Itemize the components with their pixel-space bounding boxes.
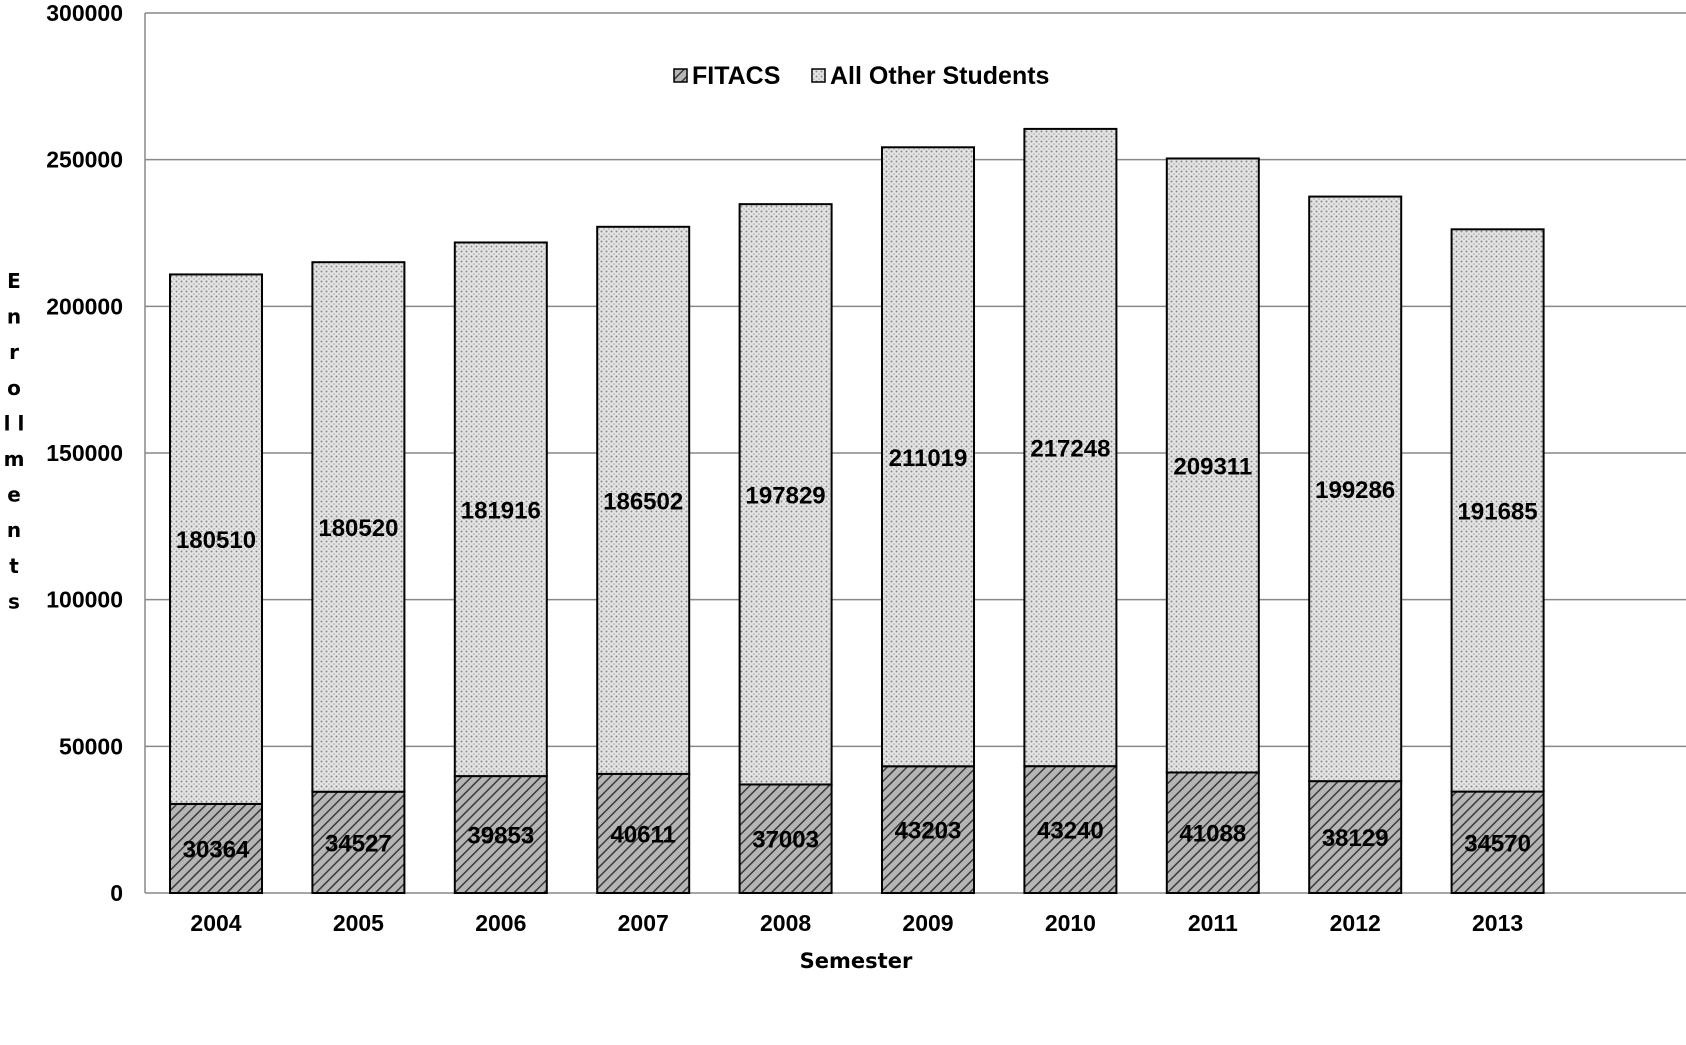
- bar-fitacs-2004: [169, 802, 263, 894]
- bar-other-2004: [169, 273, 263, 805]
- bar-other-2013: [1450, 228, 1545, 793]
- bar-other-2011: [1165, 157, 1260, 774]
- data-label-other-2010: 217248: [1030, 436, 1110, 463]
- bar-other-2005: [311, 261, 406, 793]
- bar-other-2010: [1023, 127, 1118, 768]
- bar-fitacs-2013: [1450, 790, 1545, 894]
- data-labels: 30364 180510 34527 180520 39853 181916 40611 18…: [176, 436, 1538, 864]
- legend-label-fitacs: FITACS: [692, 62, 780, 90]
- legend: FITACS All Other Students: [673, 62, 1049, 90]
- y-axis-title-char: t: [9, 554, 19, 578]
- bar-fitacs-2008: [738, 783, 833, 895]
- x-axis-title: Semester: [800, 949, 913, 973]
- x-tick-label-2004: 2004: [190, 910, 241, 936]
- data-label-fitacs-2010: 43240: [1037, 818, 1104, 845]
- bar-fitacs-2010: [1023, 765, 1118, 894]
- x-tick-label-2008: 2008: [760, 910, 811, 936]
- bar-fitacs-2006: [453, 775, 548, 894]
- x-axis-ticks: 2004 2005 2006 2007 2008 2009 2010 2011 2012 2013: [190, 910, 1523, 936]
- data-label-fitacs-2005: 34527: [325, 830, 392, 857]
- data-label-other-2006: 181916: [461, 497, 541, 524]
- legend-label-other: All Other Students: [830, 62, 1049, 90]
- data-label-fitacs-2011: 41088: [1179, 821, 1246, 848]
- bar-fitacs-2009: [881, 765, 975, 894]
- y-axis-title-char: l l: [4, 411, 25, 435]
- y-axis-title-char: e: [7, 483, 21, 507]
- data-label-other-2004: 180510: [176, 527, 256, 554]
- data-label-other-2009: 211019: [889, 445, 968, 472]
- x-tick-label-2006: 2006: [475, 910, 526, 936]
- y-tick-label: 250000: [46, 147, 123, 173]
- y-tick-label: 200000: [46, 293, 123, 319]
- x-tick-label-2005: 2005: [333, 910, 384, 936]
- bar-other-2006: [453, 241, 548, 778]
- data-label-fitacs-2007: 40611: [610, 821, 675, 848]
- y-tick-label: 100000: [46, 587, 123, 613]
- x-tick-label-2007: 2007: [618, 910, 669, 936]
- y-axis-title-char: r: [9, 340, 19, 364]
- y-axis-title-char: n: [7, 305, 21, 329]
- data-label-other-2005: 180520: [318, 515, 398, 542]
- data-label-fitacs-2012: 38129: [1322, 825, 1389, 852]
- legend-swatch-fitacs: [673, 68, 688, 83]
- bar-other-2012: [1308, 195, 1403, 783]
- y-axis-ticks: 0 50000 100000 150000 200000 250000 300000: [46, 0, 123, 906]
- y-axis-title-char: n: [7, 518, 21, 542]
- x-tick-label-2013: 2013: [1472, 910, 1523, 936]
- bar-other-2007: [596, 225, 691, 775]
- x-tick-label-2010: 2010: [1045, 910, 1096, 936]
- y-axis-title-char: s: [8, 589, 20, 613]
- bar-fitacs-2012: [1308, 780, 1403, 894]
- data-label-other-2012: 199286: [1315, 477, 1395, 504]
- data-label-fitacs-2004: 30364: [183, 836, 250, 863]
- bar-other-2008: [738, 203, 833, 786]
- x-tick-label-2009: 2009: [902, 910, 953, 936]
- y-axis-title-char: o: [7, 376, 21, 400]
- y-tick-label: 50000: [59, 733, 123, 759]
- bar-other-2009: [881, 146, 975, 768]
- data-label-fitacs-2008: 37003: [752, 827, 819, 854]
- data-label-other-2007: 186502: [603, 488, 683, 515]
- data-label-other-2013: 191685: [1458, 498, 1538, 525]
- y-tick-label: 0: [110, 880, 123, 906]
- y-tick-label: 300000: [46, 0, 123, 26]
- y-axis-title-char: m: [4, 447, 25, 471]
- data-label-fitacs-2013: 34570: [1464, 830, 1531, 857]
- y-axis-title-char: E: [7, 269, 21, 293]
- x-tick-label-2012: 2012: [1330, 910, 1381, 936]
- bars: [169, 127, 1545, 895]
- data-label-other-2008: 197829: [746, 482, 826, 509]
- x-tick-label-2011: 2011: [1188, 910, 1238, 936]
- data-label-fitacs-2009: 43203: [895, 818, 962, 845]
- bar-fitacs-2005: [311, 790, 406, 895]
- data-label-other-2011: 209311: [1173, 453, 1252, 480]
- legend-swatch-other: [811, 68, 826, 83]
- data-label-fitacs-2006: 39853: [467, 823, 534, 850]
- y-tick-label: 150000: [46, 440, 123, 466]
